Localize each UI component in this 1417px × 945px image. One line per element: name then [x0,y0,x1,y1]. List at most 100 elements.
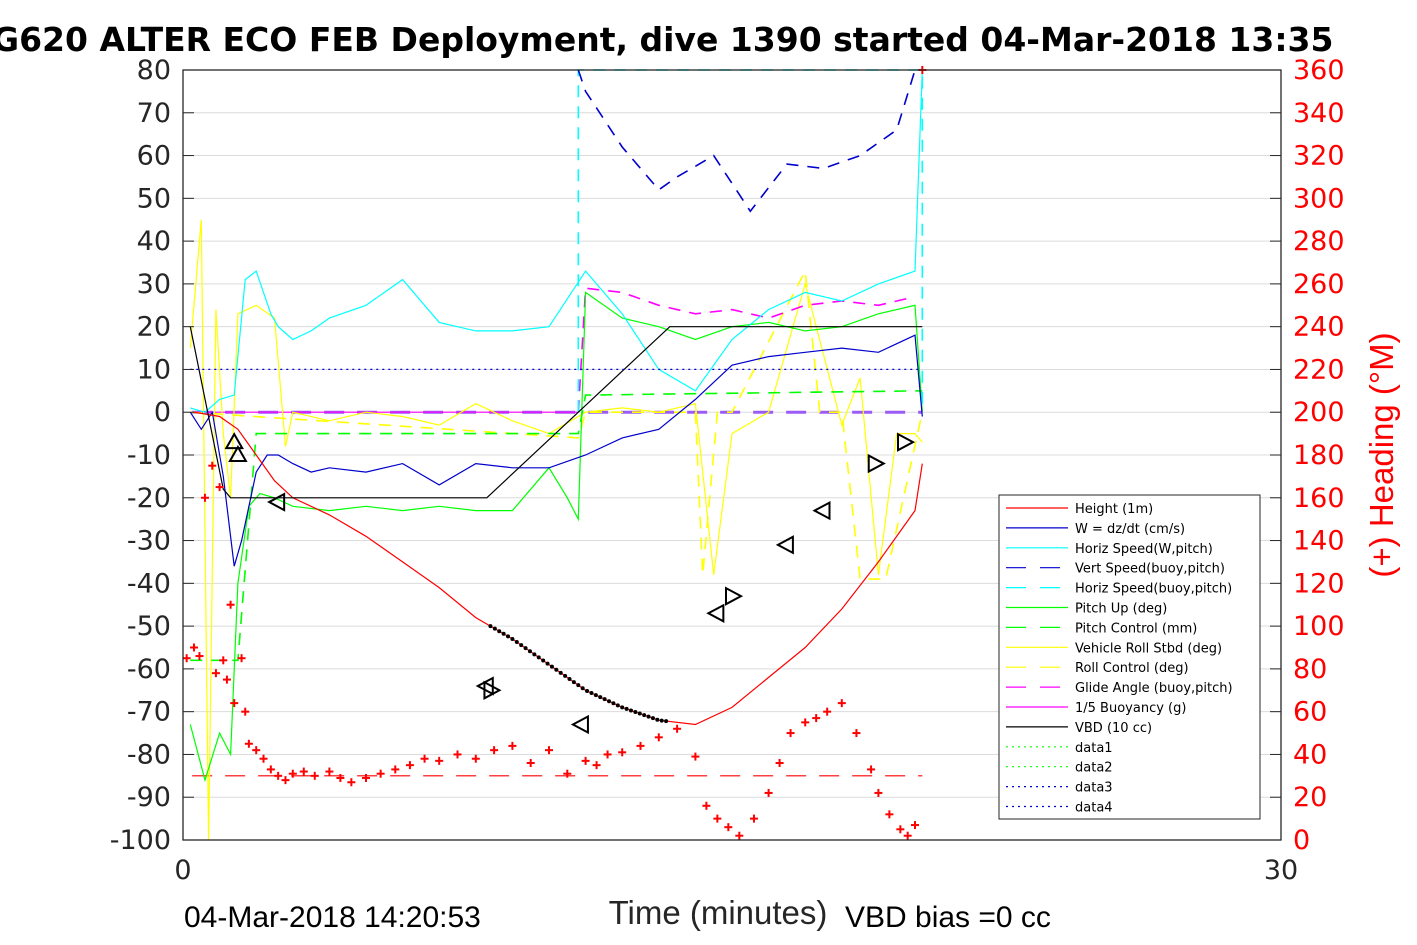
triangle-marker [706,603,725,623]
heading-point [724,823,733,832]
heading-point [215,483,224,492]
series-line-roll-control-deg- [190,268,924,580]
heading-point [435,756,444,765]
y-tick-label: -70 [127,697,171,728]
trace-dot [514,640,519,645]
legend-label: Vehicle Roll Stbd (deg) [1075,641,1222,656]
y-right-tick-label: 180 [1293,440,1345,471]
triangle-marker [267,492,286,512]
heading-point [208,461,217,470]
trace-dot [519,643,524,648]
x-axis: 0 30 [174,855,1298,886]
trace-dot [497,629,502,634]
trace-dot [549,664,554,669]
y-axis-right-label: (+) Heading (°M) [1363,332,1400,577]
heading-point [226,600,235,609]
trace-dot [571,680,576,685]
legend-item: data1 [1006,741,1113,756]
trace-dot [558,670,563,675]
heading-point [244,739,253,748]
triangle-marker [228,444,248,462]
legend-label: Height (1m) [1075,502,1153,517]
triangle-marker [812,500,831,521]
heading-point [702,801,711,810]
trace-dot [545,661,550,666]
y-tick-label: -90 [127,782,171,813]
legend-label: data4 [1075,801,1113,816]
triangle-marker [483,680,502,700]
heading-point [786,729,795,738]
heading-point [911,821,919,830]
heading-point [563,769,572,778]
heading-point [581,756,590,765]
y-right-tick-label: 320 [1293,141,1345,172]
heading-point [310,771,319,780]
y-right-tick-label: 200 [1293,397,1345,428]
y-right-tick-label: 260 [1293,269,1345,300]
y-tick-label: 20 [137,312,171,343]
legend-label: W = dz/dt (cm/s) [1075,522,1185,537]
legend-item: W = dz/dt (cm/s) [1006,522,1185,537]
trace-dot [580,686,585,691]
trace-dot [646,714,651,719]
heading-point [508,741,517,750]
trace-dot [655,717,660,722]
legend-label: Glide Angle (buoy,pitch) [1075,681,1233,696]
trace-dot [602,697,607,702]
y-tick-label: -100 [110,825,171,856]
trace-dot [615,703,620,708]
y-right-tick-label: 60 [1293,697,1327,728]
trace-dot [563,673,568,678]
trace-dot [620,705,625,710]
legend-item: 1/5 Buoyancy (g) [1006,701,1186,716]
trace-dot [585,688,590,693]
heading-point [182,654,191,663]
y-right-tick-label: 300 [1293,183,1345,214]
y-tick-label: 50 [137,183,171,214]
legend-item: Height (1m) [1006,502,1153,517]
trace-dot [501,631,506,636]
series-line-horiz-speed-w-pitch- [190,69,923,413]
trace-dot [650,716,655,721]
y-tick-label: 80 [137,55,171,86]
legend: Height (1m) W = dz/dt (cm/s) Horiz Speed(W… [998,494,1261,820]
heading-point [874,788,883,797]
y-tick-label: -20 [127,483,171,514]
trace-dot [659,718,664,723]
footer-timestamp: 04-Mar-2018 14:20:53 [184,901,481,934]
heading-point [490,746,499,755]
trace-dot [576,683,581,688]
legend-item: data2 [1006,761,1113,776]
heading-point [237,654,246,663]
heading-point [903,831,912,840]
heading-point [259,754,268,763]
y-right-tick-label: 120 [1293,568,1345,599]
heading-point [266,765,275,774]
heading-point [391,765,400,774]
y-tick-label: -60 [127,654,171,685]
y-right-tick-label: 280 [1293,226,1345,257]
legend-item: data4 [1006,801,1113,816]
heading-point [673,724,682,733]
y-tick-label: 0 [154,397,171,428]
trace-dot [642,713,647,718]
heading-point [735,831,744,840]
y-tick-label: 10 [137,354,171,385]
y-tick-label: -50 [127,611,171,642]
heading-point [654,733,663,742]
footer-vbd-bias: VBD bias =0 cc [845,901,1051,934]
heading-point [230,699,239,708]
y-right-tick-label: 140 [1293,526,1345,557]
trace-dot [536,655,541,660]
heading-point [211,669,220,678]
legend-label: Pitch Up (deg) [1075,602,1167,617]
legend-label: Horiz Speed(W,pitch) [1075,542,1213,557]
series-line-height-1m- [193,411,923,726]
heading-point [281,776,290,785]
heading-point [222,675,231,684]
triangle-marker [867,453,886,474]
y-right-tick-label: 100 [1293,611,1345,642]
trace-dot [523,646,528,651]
y-tick-label: 40 [137,226,171,257]
